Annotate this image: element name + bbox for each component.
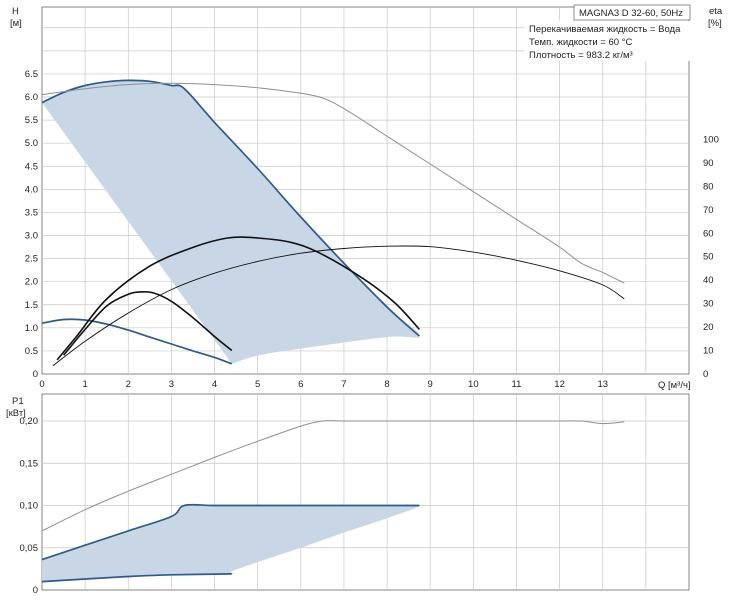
y-tick-label: 2.5 (25, 254, 38, 265)
y-tick-label: 1.5 (25, 300, 38, 311)
head-axis-unit: [м] (10, 18, 22, 29)
y2-tick-label: 60 (703, 228, 714, 239)
eta-y-ticks: 0 10 20 30 40 50 60 70 80 90 100 (703, 134, 719, 380)
y2-tick-label: 90 (703, 158, 714, 169)
series-power-thin (41, 420, 625, 532)
x-tick-label: 9 (428, 379, 433, 390)
power-axis-label: P1 (12, 396, 24, 407)
power-axis-unit: [кВт] (6, 408, 26, 419)
y2-tick-label: 10 (703, 346, 714, 357)
flow-axis-unit: [м³/ч] (668, 380, 691, 391)
y-tick-label: 5.5 (25, 115, 38, 126)
legend-line-density: Плотность = 983.2 кг/м³ (529, 50, 633, 61)
y-tick-label: 5.0 (25, 138, 38, 149)
head-plot-frame (41, 6, 690, 375)
eta-axis-label: eta (709, 6, 723, 17)
y2-tick-label: 70 (703, 205, 714, 216)
x-tick-label: 1 (82, 379, 87, 390)
y-tick-label: 2.0 (25, 277, 38, 288)
legend-line-fluid: Перекачиваемая жидкость = Вода (529, 24, 681, 35)
y-tick-label: 3.0 (25, 231, 38, 242)
series-head-min (41, 318, 233, 365)
power-plot-frame (41, 393, 690, 591)
x-tick-label: 7 (341, 379, 346, 390)
flow-axis-label: Q (658, 380, 665, 391)
head-axis-label: H (12, 6, 19, 17)
power-curves (41, 420, 625, 583)
y-tick-label: 4.5 (25, 161, 38, 172)
y2-tick-label: 80 (703, 181, 714, 192)
series-eta-max (56, 236, 420, 361)
y2-tick-label: 20 (703, 322, 714, 333)
series-head-thin (41, 82, 625, 284)
series-power-max (41, 503, 420, 561)
x-tick-label: 3 (169, 379, 174, 390)
x-tick-label: 5 (255, 379, 260, 390)
power-y-tick-label: 0,10 (20, 501, 39, 512)
power-operating-region (42, 504, 420, 582)
eta-axis-unit: [%] (708, 18, 722, 29)
series-head-max (41, 79, 420, 337)
y-tick-label: 3.5 (25, 207, 38, 218)
y-tick-label: 0 (33, 369, 38, 380)
y-tick-label: 6.0 (25, 92, 38, 103)
x-tick-label: 2 (126, 379, 131, 390)
x-tick-label: 4 (212, 379, 217, 390)
legend-title-box (573, 4, 691, 21)
series-eta-min (62, 290, 233, 356)
x-tick-label: 12 (554, 379, 565, 390)
y2-tick-label: 0 (703, 369, 708, 380)
power-y-ticks: 0 0,05 0,10 0,15 0,20 (20, 416, 39, 596)
x-tick-label: 13 (597, 379, 608, 390)
y-tick-label: 6.5 (25, 69, 38, 80)
series-power-min (41, 573, 232, 583)
head-x-ticks: 0 1 2 3 4 5 6 7 8 9 10 11 12 13 (39, 379, 608, 390)
x-tick-label: 0 (39, 379, 44, 390)
x-tick-label: 6 (298, 379, 303, 390)
head-operating-region (42, 80, 420, 365)
power-y-tick-label: 0,15 (20, 458, 39, 469)
y-tick-label: 4.0 (25, 184, 38, 195)
y2-tick-label: 30 (703, 299, 714, 310)
x-tick-label: 8 (384, 379, 389, 390)
power-y-tick-label: 0,05 (20, 543, 39, 554)
series-eta-thin (52, 245, 625, 367)
x-tick-label: 10 (468, 379, 479, 390)
power-y-tick-label: 0 (33, 585, 38, 596)
legend-title: MAGNA3 D 32-60, 50Hz (579, 8, 683, 19)
y2-tick-label: 40 (703, 275, 714, 286)
legend-box (524, 21, 690, 61)
y-tick-label: 0.5 (25, 346, 38, 357)
legend-line-temp: Темп. жидкости = 60 °C (529, 37, 632, 48)
head-y-ticks: 0 0.5 1.0 1.5 2.0 2.5 3.0 3.5 4.0 4.5 5.0 5.5 6.0 6.5 (25, 69, 38, 380)
x-tick-label: 11 (512, 379, 522, 390)
y-tick-label: 1.0 (25, 323, 38, 334)
power-y-tick-label: 0,20 (20, 416, 39, 427)
y2-tick-label: 50 (703, 252, 714, 263)
y2-tick-label: 100 (703, 134, 719, 145)
head-curves (41, 79, 625, 367)
